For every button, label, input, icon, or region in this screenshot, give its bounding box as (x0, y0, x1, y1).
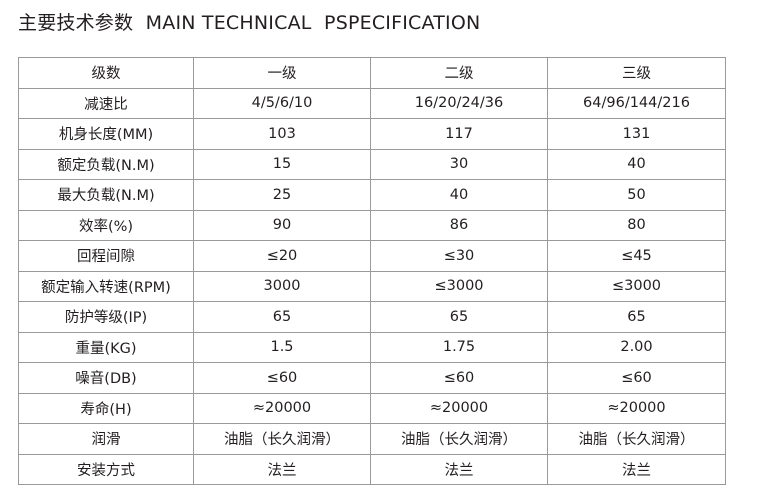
table-row: 回程间隙 ≤20 ≤30 ≤45 (18, 240, 726, 272)
table-cell: ≤20 (193, 240, 371, 272)
table-cell: 3000 (193, 270, 371, 302)
table-cell: 4/5/6/10 (193, 87, 371, 119)
table-row: 重量(KG) 1.5 1.75 2.00 (18, 331, 726, 363)
table-row: 额定输入转速(RPM) 3000 ≤3000 ≤3000 (18, 270, 726, 302)
table-cell: ≤60 (370, 362, 548, 394)
row-label: 机身长度(MM) (18, 118, 194, 150)
row-label: 效率(%) (18, 209, 194, 241)
table-row: 寿命(H) ≈20000 ≈20000 ≈20000 (18, 392, 726, 424)
table-cell: 25 (193, 179, 371, 211)
table-cell: 40 (370, 179, 548, 211)
table-cell: 15 (193, 148, 371, 180)
spec-table: 级数 一级 二级 三级 减速比 4/5/6/10 16/20/24/36 64/96/144/… (18, 57, 726, 485)
table-cell: 103 (193, 118, 371, 150)
table-cell: 1.5 (193, 331, 371, 363)
table-cell: 65 (370, 301, 548, 333)
table-cell: 油脂（长久润滑） (547, 423, 726, 455)
table-cell: 65 (193, 301, 371, 333)
table-row: 额定负载(N.M) 15 30 40 (18, 148, 726, 180)
table-cell: ≤60 (547, 362, 726, 394)
table-row: 级数 一级 二级 三级 (18, 57, 726, 89)
table-cell: 2.00 (547, 331, 726, 363)
row-label: 重量(KG) (18, 331, 194, 363)
table-cell: ≤3000 (370, 270, 548, 302)
column-header: 一级 (193, 57, 371, 89)
table-cell: 1.75 (370, 331, 548, 363)
table-cell: ≈20000 (547, 392, 726, 424)
table-cell: 30 (370, 148, 548, 180)
table-cell: ≤60 (193, 362, 371, 394)
row-label: 最大负载(N.M) (18, 179, 194, 211)
row-label: 级数 (18, 57, 194, 89)
table-cell: 法兰 (547, 453, 726, 485)
table-cell: 64/96/144/216 (547, 87, 726, 119)
table-cell: 65 (547, 301, 726, 333)
table-row: 机身长度(MM) 103 117 131 (18, 118, 726, 150)
table-cell: ≈20000 (370, 392, 548, 424)
page-title: 主要技术参数 MAIN TECHNICAL PSPECIFICATION (18, 12, 481, 34)
table-cell: 86 (370, 209, 548, 241)
table-cell: 90 (193, 209, 371, 241)
table-cell: 16/20/24/36 (370, 87, 548, 119)
table-row: 最大负载(N.M) 25 40 50 (18, 179, 726, 211)
table-cell: 80 (547, 209, 726, 241)
column-header: 二级 (370, 57, 548, 89)
table-cell: 40 (547, 148, 726, 180)
table-row: 减速比 4/5/6/10 16/20/24/36 64/96/144/216 (18, 87, 726, 119)
row-label: 噪音(DB) (18, 362, 194, 394)
table-cell: 法兰 (193, 453, 371, 485)
table-row: 安装方式 法兰 法兰 法兰 (18, 453, 726, 485)
table-cell: ≤45 (547, 240, 726, 272)
row-label: 防护等级(IP) (18, 301, 194, 333)
row-label: 回程间隙 (18, 240, 194, 272)
row-label: 安装方式 (18, 453, 194, 485)
table-cell: 131 (547, 118, 726, 150)
row-label: 减速比 (18, 87, 194, 119)
row-label: 润滑 (18, 423, 194, 455)
row-label: 额定输入转速(RPM) (18, 270, 194, 302)
table-cell: 50 (547, 179, 726, 211)
row-label: 寿命(H) (18, 392, 194, 424)
table-row: 效率(%) 90 86 80 (18, 209, 726, 241)
table-cell: 油脂（长久润滑） (193, 423, 371, 455)
table-cell: 117 (370, 118, 548, 150)
table-body: 级数 一级 二级 三级 减速比 4/5/6/10 16/20/24/36 64/96/144/… (18, 57, 726, 485)
table-cell: ≈20000 (193, 392, 371, 424)
table-cell: 法兰 (370, 453, 548, 485)
column-header: 三级 (547, 57, 726, 89)
table-row: 防护等级(IP) 65 65 65 (18, 301, 726, 333)
table-cell: ≤3000 (547, 270, 726, 302)
table-row: 噪音(DB) ≤60 ≤60 ≤60 (18, 362, 726, 394)
row-label: 额定负载(N.M) (18, 148, 194, 180)
table-row: 润滑 油脂（长久润滑） 油脂（长久润滑） 油脂（长久润滑） (18, 423, 726, 455)
table-cell: 油脂（长久润滑） (370, 423, 548, 455)
table-cell: ≤30 (370, 240, 548, 272)
